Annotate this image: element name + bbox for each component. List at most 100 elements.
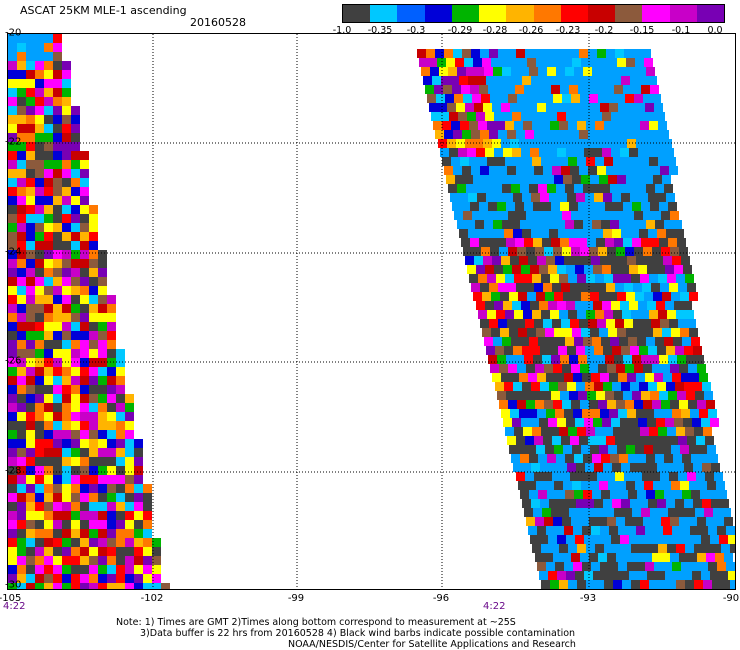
swath-cell xyxy=(558,193,567,202)
swath-cell xyxy=(469,274,478,283)
swath-cell xyxy=(682,337,691,346)
swath-cell xyxy=(80,214,89,223)
swath-cell xyxy=(8,349,17,358)
swath-cell xyxy=(524,85,533,94)
swath-cell xyxy=(594,76,603,85)
swath-cell xyxy=(44,97,53,106)
swath-cell xyxy=(525,472,534,481)
swath-cell xyxy=(53,313,62,322)
swath-cell xyxy=(570,130,579,139)
swath-cell xyxy=(8,295,17,304)
swath-cell xyxy=(536,175,545,184)
swath-cell xyxy=(577,427,586,436)
swath-cell xyxy=(639,463,648,472)
swath-cell xyxy=(576,76,585,85)
swath-cell xyxy=(44,394,53,403)
swath-cell xyxy=(629,571,638,580)
swath-cell xyxy=(107,349,116,358)
swath-cell xyxy=(125,529,134,538)
swath-cell xyxy=(573,373,582,382)
swath-cell xyxy=(62,583,71,589)
swath-cell xyxy=(80,394,89,403)
swath-cell xyxy=(629,418,638,427)
swath-cell xyxy=(510,409,519,418)
swath-cell xyxy=(592,220,601,229)
swath-cell xyxy=(80,412,89,421)
swath-cell xyxy=(143,520,152,529)
swath-cell xyxy=(650,238,659,247)
swath-cell xyxy=(622,427,631,436)
swath-cell xyxy=(638,265,647,274)
swath-cell xyxy=(626,292,635,301)
swath-cell xyxy=(691,337,700,346)
swath-cell xyxy=(566,265,575,274)
swath-cell xyxy=(609,526,618,535)
swath-cell xyxy=(107,385,116,394)
swath-cell xyxy=(17,421,26,430)
swath-cell xyxy=(534,319,543,328)
swath-cell xyxy=(455,175,464,184)
swath-cell xyxy=(559,121,568,130)
swath-cell xyxy=(475,67,484,76)
swath-cell xyxy=(543,436,552,445)
swath-cell xyxy=(633,49,642,58)
swath-cell xyxy=(562,553,571,562)
swath-cell xyxy=(71,214,80,223)
swath-cell xyxy=(456,103,465,112)
swath-cell xyxy=(435,49,444,58)
swath-cell xyxy=(477,76,486,85)
swath-cell xyxy=(26,106,35,115)
swath-cell xyxy=(107,313,116,322)
swath-cell xyxy=(98,349,107,358)
swath-cell xyxy=(550,121,559,130)
swath-cell xyxy=(621,76,630,85)
swath-cell xyxy=(53,385,62,394)
swath-cell xyxy=(640,157,649,166)
swath-cell xyxy=(143,493,152,502)
swath-cell xyxy=(577,274,586,283)
swath-cell xyxy=(603,463,612,472)
swath-cell xyxy=(107,412,116,421)
swath-cell xyxy=(610,454,619,463)
swath-cell xyxy=(35,124,44,133)
swath-cell xyxy=(472,211,481,220)
swath-cell xyxy=(35,448,44,457)
swath-cell xyxy=(8,97,17,106)
swath-cell xyxy=(671,328,680,337)
swath-cell xyxy=(116,583,125,589)
swath-cell xyxy=(451,157,460,166)
swath-cell xyxy=(26,376,35,385)
swath-cell xyxy=(469,121,478,130)
swath-cell xyxy=(17,475,26,484)
swath-cell xyxy=(107,376,116,385)
swath-cell xyxy=(89,394,98,403)
swath-cell xyxy=(664,454,673,463)
swath-cell xyxy=(98,403,107,412)
swath-cell xyxy=(107,421,116,430)
swath-cell xyxy=(71,385,80,394)
swath-cell xyxy=(446,58,455,67)
swath-cell xyxy=(607,211,616,220)
swath-cell xyxy=(599,481,608,490)
swath-cell xyxy=(671,292,680,301)
swath-cell xyxy=(651,166,660,175)
swath-cell xyxy=(486,346,495,355)
swath-cell xyxy=(651,436,660,445)
swath-cell xyxy=(654,373,663,382)
swath-cell xyxy=(44,88,53,97)
swath-cell xyxy=(604,121,613,130)
time-label-right: 4:22 xyxy=(483,601,506,612)
swath-cell xyxy=(89,583,98,589)
swath-cell xyxy=(53,178,62,187)
swath-cell xyxy=(609,256,618,265)
swath-cell xyxy=(62,214,71,223)
swath-cell xyxy=(594,229,603,238)
swath-cell xyxy=(639,229,648,238)
swath-cell xyxy=(703,580,712,589)
swath-cell xyxy=(603,499,612,508)
swath-cell xyxy=(80,502,89,511)
swath-cell xyxy=(511,454,520,463)
swath-cell xyxy=(35,511,44,520)
swath-cell xyxy=(633,472,642,481)
swath-cell xyxy=(614,85,623,94)
